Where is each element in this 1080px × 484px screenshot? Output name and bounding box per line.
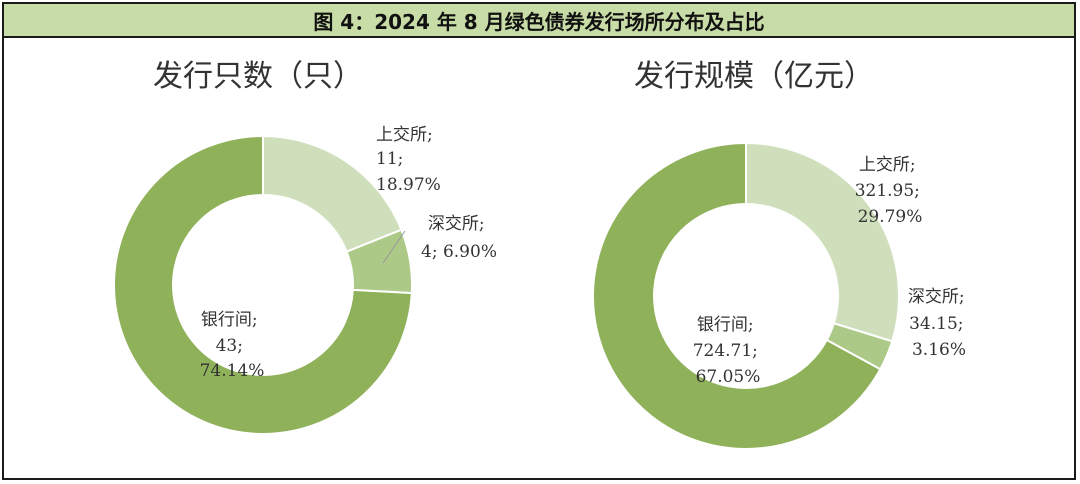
figure-title: 图 4：2024 年 8 月绿色债券发行场所分布及占比: [4, 4, 1074, 38]
chart-count-label-interbank: 银行间; 43; 74.14%: [200, 310, 265, 381]
chart-amount-slices: [592, 141, 900, 450]
chart-count-slice-3: [113, 134, 413, 435]
chart-amount-slice-3: [592, 141, 882, 450]
chart-count: 发行只数（只） 上交所; 11; 18.97% 深交所; 4; 6.90% 银行…: [113, 59, 497, 435]
chart-count-leader-line: [382, 230, 406, 264]
chart-amount-slice-1: [745, 141, 900, 343]
chart-amount: 发行规模（亿元） 上交所; 321.95; 29.79% 深交所; 34.15;…: [592, 59, 970, 450]
chart-count-slices: [113, 134, 413, 435]
chart-count-label-shenzhen: 深交所; 4; 6.90%: [421, 214, 497, 262]
chart-count-title: 发行只数（只）: [153, 59, 363, 94]
chart-amount-label-shenzhen: 深交所; 34.15; 3.16%: [908, 287, 970, 360]
chart-amount-title: 发行规模（亿元）: [634, 59, 874, 94]
chart-count-label-shanghai: 上交所; 11; 18.97%: [376, 125, 441, 195]
chart-amount-label-shanghai: 上交所; 321.95; 29.79%: [855, 155, 926, 227]
chart-amount-label-interbank: 银行间; 724.71; 67.05%: [693, 315, 764, 387]
